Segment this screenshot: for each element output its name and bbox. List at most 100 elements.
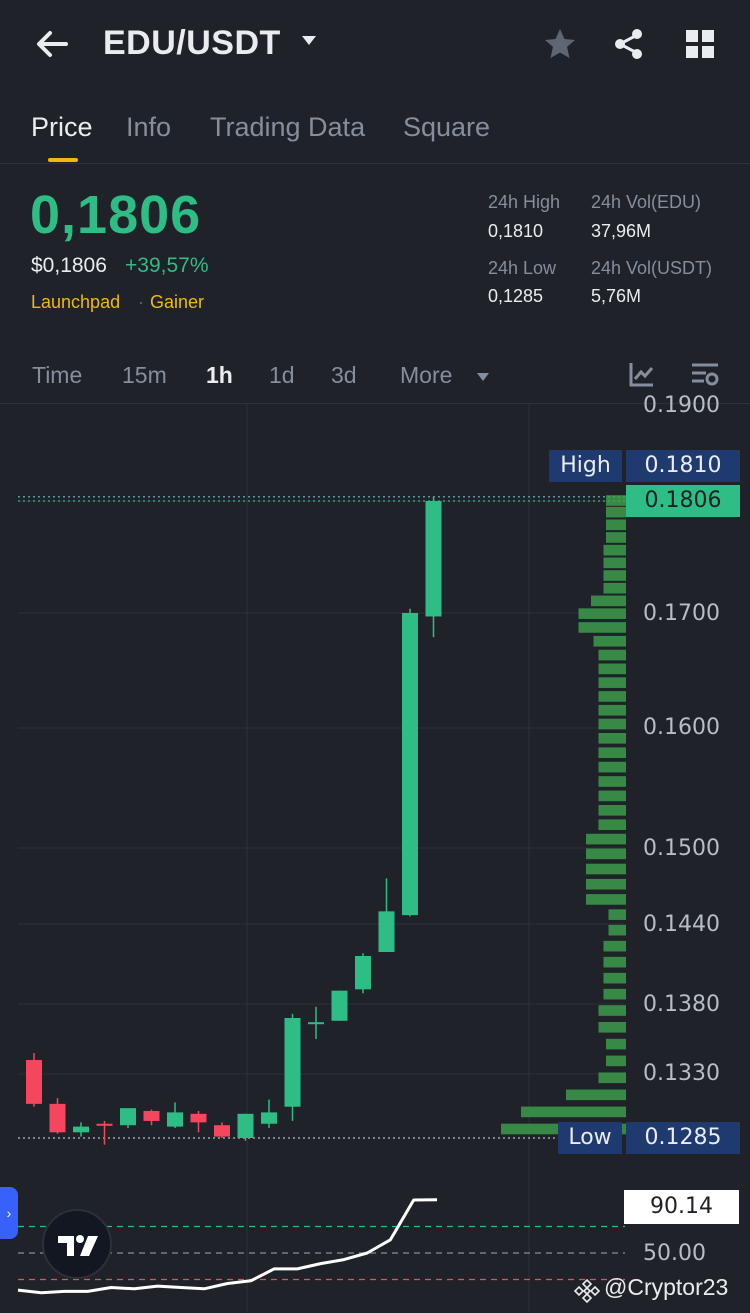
volume-profile-bar	[598, 649, 626, 661]
volume-profile-bar	[578, 622, 626, 633]
dropdown-caret-icon[interactable]	[300, 34, 318, 53]
candlestick-chart[interactable]	[0, 404, 750, 1313]
stat-24h-low-value: 0,1285	[488, 286, 544, 306]
tab-info[interactable]: Info	[126, 112, 172, 142]
candle-body	[331, 990, 348, 1021]
price-axis-label: 0.1600	[643, 715, 720, 740]
chart-settings-icon[interactable]	[690, 360, 720, 393]
candle-body	[73, 1126, 89, 1133]
chart-indicator-icon[interactable]	[628, 360, 656, 393]
volume-profile-bar	[598, 677, 626, 688]
interval-15m[interactable]: 15m	[122, 362, 167, 388]
back-arrow-icon[interactable]	[32, 24, 72, 64]
volume-profile-bar	[586, 894, 626, 905]
candle-body	[308, 1022, 324, 1025]
binance-logo-icon	[573, 1278, 601, 1309]
candle-body	[26, 1060, 42, 1104]
candle-body	[143, 1110, 160, 1121]
tag-launchpad[interactable]: Launchpad	[31, 292, 121, 312]
volume-profile-bar	[606, 532, 626, 543]
volume-profile-bar	[586, 848, 626, 860]
divider	[0, 403, 750, 404]
last-price: 0,1806	[30, 185, 202, 245]
volume-profile-bar	[598, 747, 626, 759]
side-panel-handle[interactable]: ›	[0, 1187, 18, 1239]
volume-profile-bar	[586, 863, 626, 875]
trading-pair-title[interactable]: EDU/USDT	[103, 24, 281, 62]
high-tag-label: High	[549, 450, 622, 482]
tag-separator: ·	[138, 292, 144, 312]
candle-body	[402, 613, 418, 916]
volume-profile-bar	[598, 704, 626, 716]
volume-profile-bar	[603, 557, 626, 569]
volume-profile-bar	[603, 544, 626, 556]
price-axis-label: 0.1440	[643, 912, 720, 937]
interval-3d[interactable]: 3d	[331, 362, 357, 388]
interval-1d[interactable]: 1d	[269, 362, 295, 388]
volume-profile-bar	[598, 1005, 626, 1016]
volume-profile-bar	[598, 732, 626, 744]
interval-time[interactable]: Time	[32, 362, 83, 388]
volume-profile-bar	[593, 635, 626, 647]
volume-profile-bar	[598, 761, 626, 773]
volume-profile-bar	[521, 1106, 626, 1118]
price-axis-label: 0.1500	[643, 836, 720, 861]
usd-price: $0,1806	[31, 254, 107, 277]
candle-body	[96, 1123, 113, 1126]
volume-profile-bar	[598, 804, 626, 816]
candle-body	[261, 1112, 277, 1124]
more-caret-icon[interactable]	[475, 370, 491, 388]
volume-profile-bar	[586, 833, 626, 845]
low-tag-label: Low	[558, 1122, 622, 1154]
active-tab-indicator	[48, 158, 78, 162]
volume-profile-bar	[606, 1038, 626, 1050]
volume-profile-bar	[606, 495, 626, 506]
tag-gainer[interactable]: Gainer	[150, 292, 205, 312]
grid-menu-icon[interactable]	[682, 26, 718, 62]
volume-profile-bar	[578, 608, 626, 619]
price-axis-label: 0.1380	[643, 992, 720, 1017]
volume-profile-bar	[603, 582, 626, 594]
stat-24h-vol-edu-label: 24h Vol(EDU)	[591, 192, 702, 212]
candle-body	[167, 1112, 183, 1127]
stat-24h-vol-usdt-label: 24h Vol(USDT)	[591, 258, 713, 278]
candle-body	[49, 1103, 66, 1133]
volume-profile-bar	[606, 519, 626, 531]
volume-profile-bar	[606, 1055, 626, 1067]
volume-profile-bar	[598, 819, 626, 831]
volume-profile-bar	[608, 909, 626, 920]
share-icon[interactable]	[611, 26, 647, 62]
stat-24h-vol-edu-value: 37,96M	[591, 221, 652, 241]
tab-square[interactable]: Square	[403, 112, 491, 142]
divider	[0, 163, 750, 164]
interval-1h[interactable]: 1h	[206, 362, 233, 388]
price-change-percent: +39,57%	[125, 254, 209, 277]
tab-trading-data[interactable]: Trading Data	[210, 112, 366, 142]
interval-more[interactable]: More	[400, 362, 453, 388]
watermark: @Cryptor23	[604, 1274, 729, 1300]
top-bar: EDU/USDT	[0, 0, 750, 90]
volume-profile-bar	[598, 691, 626, 702]
stat-24h-low-label: 24h Low	[488, 258, 557, 278]
volume-profile-bar	[603, 972, 626, 984]
volume-profile-bar	[603, 940, 626, 952]
price-axis-label: 0.1330	[643, 1061, 720, 1086]
rsi-mid-label: 50.00	[643, 1241, 706, 1266]
tradingview-logo-icon	[42, 1209, 112, 1279]
stat-24h-high-value: 0,1810	[488, 221, 544, 241]
favorite-star-icon[interactable]	[542, 26, 578, 62]
stat-24h-high-label: 24h High	[488, 192, 561, 212]
tab-price[interactable]: Price	[31, 112, 93, 142]
rsi-value-tag: 90.14	[624, 1190, 739, 1224]
candle-body	[214, 1125, 230, 1137]
volume-profile-bar	[598, 663, 626, 675]
volume-profile-bar	[566, 1089, 626, 1101]
volume-profile-bar	[598, 1072, 626, 1084]
stat-24h-vol-usdt-value: 5,76M	[591, 286, 642, 306]
volume-profile-bar	[586, 878, 626, 890]
volume-profile-bar	[598, 718, 626, 730]
candle-body	[190, 1113, 207, 1123]
rsi-line	[17, 1198, 438, 1295]
volume-profile-bar	[603, 956, 626, 968]
candle-body	[237, 1113, 254, 1138]
